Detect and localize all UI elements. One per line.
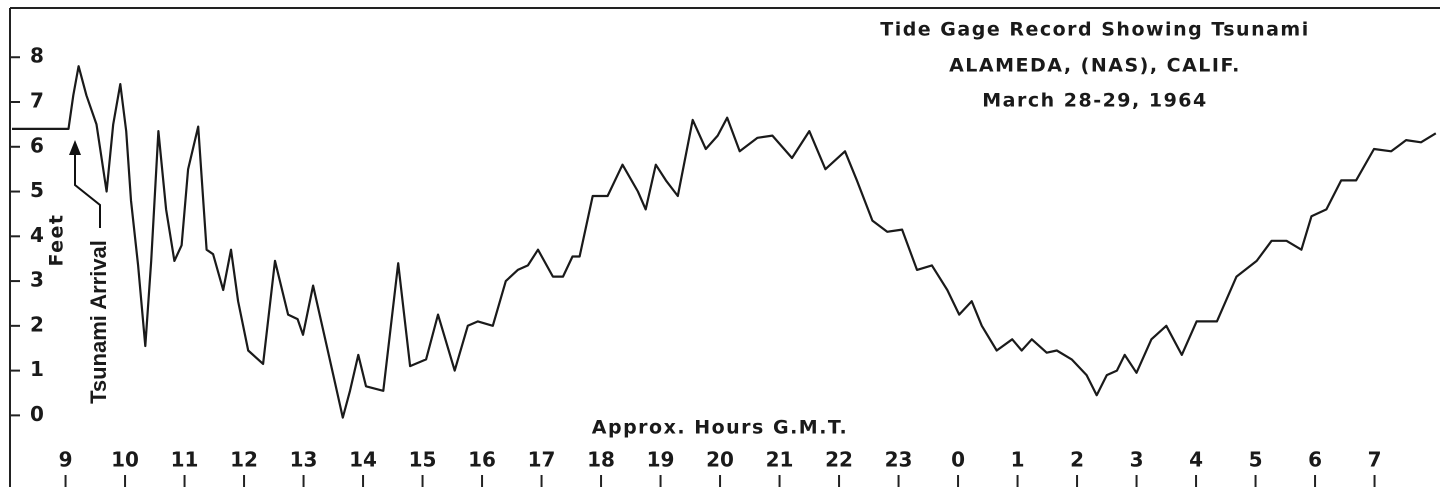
y-tick-label: 3 <box>30 268 44 292</box>
y-tick-label: 8 <box>30 44 44 68</box>
x-tick-label: 12 <box>230 448 258 472</box>
x-tick-label: 14 <box>349 448 377 472</box>
x-tick-label: 7 <box>1368 448 1382 472</box>
title-line: March 28-29, 1964 <box>982 90 1207 112</box>
x-tick-label: 17 <box>528 448 556 472</box>
y-tick-label: 1 <box>30 357 44 381</box>
y-tick-label: 5 <box>30 178 44 202</box>
x-tick-label: 2 <box>1070 448 1084 472</box>
y-tick-label: 4 <box>30 223 44 247</box>
x-tick-label: 23 <box>885 448 913 472</box>
y-tick-label: 2 <box>30 312 44 336</box>
annotation-arrowhead <box>69 140 81 155</box>
y-tick-label: 7 <box>30 89 44 113</box>
x-tick-label: 11 <box>171 448 199 472</box>
x-tick-label: 1 <box>1011 448 1025 472</box>
y-axis-label: Feet <box>46 213 68 266</box>
x-tick-label: 21 <box>766 448 794 472</box>
x-tick-label: 6 <box>1308 448 1322 472</box>
title-line: Tide Gage Record Showing Tsunami <box>880 19 1310 41</box>
x-tick-label: 0 <box>951 448 965 472</box>
x-tick-label: 15 <box>409 448 437 472</box>
x-tick-label: 9 <box>59 448 73 472</box>
tide-line <box>12 65 1437 419</box>
x-axis-label: Approx. Hours G.M.T. <box>592 417 848 439</box>
y-tick-label: 0 <box>30 402 44 426</box>
annotation-arrow <box>74 145 101 228</box>
x-tick-label: 16 <box>468 448 496 472</box>
x-tick-label: 20 <box>706 448 734 472</box>
x-tick-label: 22 <box>825 448 853 472</box>
y-tick-label: 6 <box>30 133 44 157</box>
x-tick-label: 3 <box>1130 448 1144 472</box>
x-tick-label: 19 <box>647 448 675 472</box>
x-tick-label: 10 <box>111 448 139 472</box>
title-line: ALAMEDA, (NAS), CALIF. <box>949 55 1241 77</box>
x-tick-label: 5 <box>1249 448 1263 472</box>
x-tick-label: 13 <box>290 448 318 472</box>
x-tick-label: 18 <box>587 448 615 472</box>
annotation: Tsunami Arrival <box>86 240 111 404</box>
x-tick-label: 4 <box>1189 448 1203 472</box>
